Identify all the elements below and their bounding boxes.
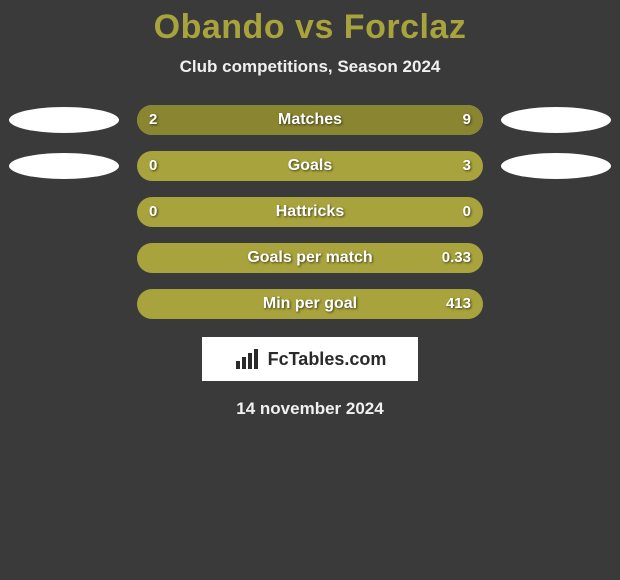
stat-bar: Min per goal413 <box>137 289 483 319</box>
brand-label: FcTables.com <box>268 349 387 370</box>
stat-bar: Goals per match0.33 <box>137 243 483 273</box>
stat-bar: 0Goals3 <box>137 151 483 181</box>
comparison-card: Obando vs Forclaz Club competitions, Sea… <box>0 0 620 419</box>
stat-rows: 2Matches90Goals30Hattricks0Goals per mat… <box>0 105 620 319</box>
spacer <box>9 245 119 271</box>
stat-label: Matches <box>137 105 483 135</box>
stat-row: 0Goals3 <box>0 151 620 181</box>
stat-row: 0Hattricks0 <box>0 197 620 227</box>
page-title: Obando vs Forclaz <box>0 8 620 47</box>
stat-row: 2Matches9 <box>0 105 620 135</box>
team-right-marker <box>501 153 611 179</box>
spacer <box>9 291 119 317</box>
stat-label: Goals per match <box>137 243 483 273</box>
date-label: 14 november 2024 <box>0 399 620 419</box>
stat-row: Min per goal413 <box>0 289 620 319</box>
spacer <box>501 245 611 271</box>
brand-box[interactable]: FcTables.com <box>202 337 418 381</box>
stat-row: Goals per match0.33 <box>0 243 620 273</box>
stat-right-value: 0 <box>463 197 471 227</box>
subtitle: Club competitions, Season 2024 <box>0 57 620 77</box>
stat-right-value: 9 <box>463 105 471 135</box>
spacer <box>9 199 119 225</box>
team-left-marker <box>9 153 119 179</box>
stat-bar: 0Hattricks0 <box>137 197 483 227</box>
stat-label: Min per goal <box>137 289 483 319</box>
stat-label: Hattricks <box>137 197 483 227</box>
stat-right-value: 0.33 <box>442 243 471 273</box>
bar-chart-icon <box>234 347 262 371</box>
spacer <box>501 291 611 317</box>
team-left-marker <box>9 107 119 133</box>
stat-label: Goals <box>137 151 483 181</box>
stat-right-value: 413 <box>446 289 471 319</box>
spacer <box>501 199 611 225</box>
stat-right-value: 3 <box>463 151 471 181</box>
team-right-marker <box>501 107 611 133</box>
stat-bar: 2Matches9 <box>137 105 483 135</box>
